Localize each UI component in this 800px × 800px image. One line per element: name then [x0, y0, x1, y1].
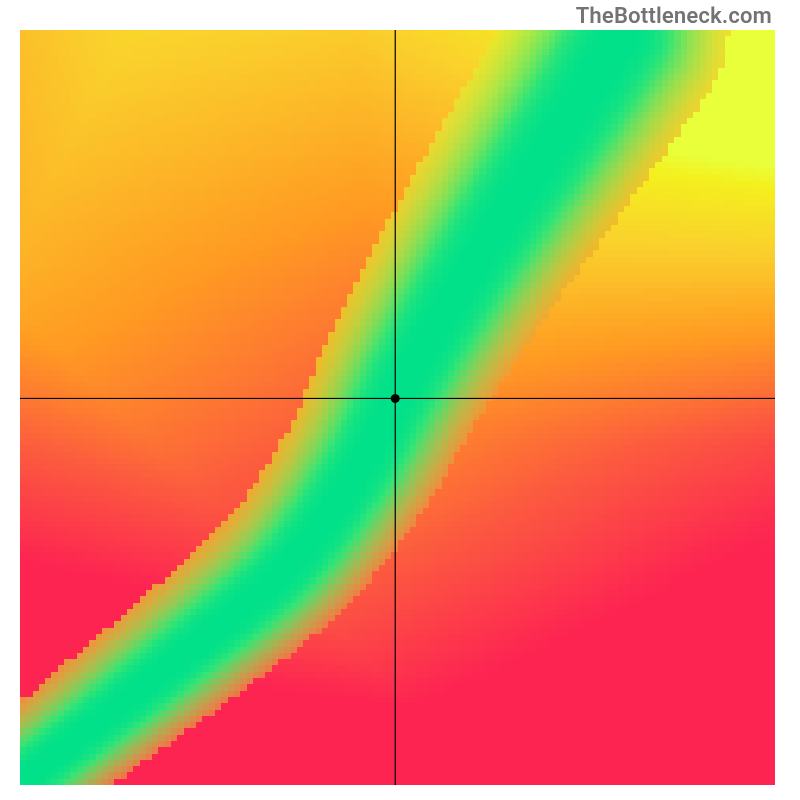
bottleneck-heatmap: [20, 30, 775, 785]
watermark-text: TheBottleneck.com: [576, 4, 772, 29]
